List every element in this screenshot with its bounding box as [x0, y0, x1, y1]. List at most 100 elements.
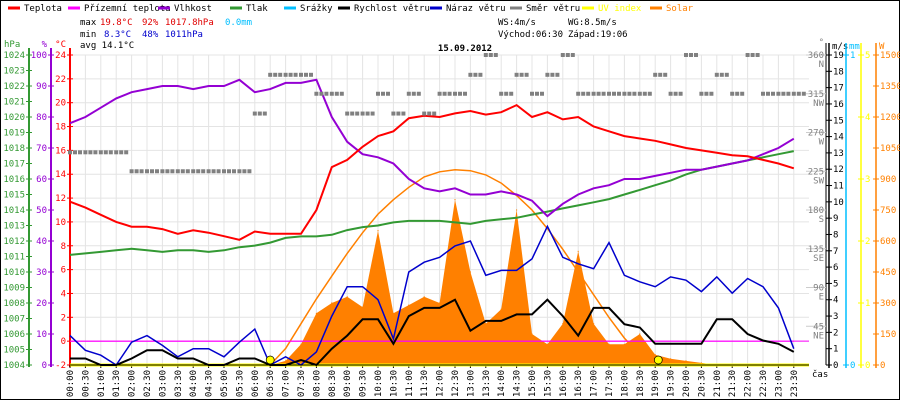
x-tick-label: 18:30 [636, 370, 646, 397]
wind-direction-point [185, 169, 190, 174]
solar-point [623, 343, 626, 345]
wind-direction-point [586, 91, 591, 96]
wind-direction-point [601, 91, 606, 96]
x-tick-label: 07:30 [297, 370, 307, 397]
wind-direction-point [658, 72, 663, 77]
wind-axis-unit: m/s [832, 42, 848, 52]
solar-point [377, 230, 379, 232]
wind-direction-point [350, 111, 355, 116]
wind-direction-point [591, 91, 596, 96]
solar-point [454, 199, 456, 201]
wind-direction-point [555, 72, 560, 77]
wind-tick-label: 13 [833, 149, 844, 159]
wind-direction-point [637, 91, 642, 96]
solar-point [392, 312, 394, 314]
wind-direction-point [447, 91, 452, 96]
wind-direction-point [293, 72, 298, 77]
hum-tick-label: 100 [31, 51, 47, 61]
hum-tick-label: 40 [36, 237, 47, 247]
press-tick-label: 1005 [3, 346, 25, 356]
wind-direction-point [355, 111, 360, 116]
x-tick-label: 05:00 [220, 370, 230, 397]
wind-direction-point [160, 169, 165, 174]
wind-direction-point [401, 111, 406, 116]
temp-tick-label: 10 [55, 218, 66, 228]
wind-direction-point [145, 169, 149, 174]
wind-direction-point [740, 91, 745, 96]
x-tick-label: 13:00 [466, 370, 476, 397]
wind-direction-point [360, 111, 365, 116]
direction-compass-label: N [819, 60, 824, 70]
wind-direction-point [576, 91, 581, 96]
wind-tick-label: 4 [833, 296, 838, 306]
wind-tick-label: 12 [833, 165, 844, 175]
wind-direction-point [165, 169, 170, 174]
solar-point [346, 296, 348, 298]
wind-direction-point [268, 72, 273, 77]
wind-direction-point [699, 91, 704, 96]
x-tick-label: 19:30 [667, 370, 677, 397]
wind-tick-label: 14 [833, 133, 844, 143]
x-tick-label: 11:00 [405, 370, 415, 397]
x-tick-label: 05:30 [235, 370, 245, 397]
wind-direction-point [406, 91, 411, 96]
stat-label: min [80, 30, 96, 40]
wind-direction-point [93, 150, 98, 155]
direction-tick-label: 180 [808, 206, 824, 216]
wind-direction-point [565, 53, 570, 57]
stat-sunset: Západ:19:06 [568, 30, 628, 40]
wind-direction-point [458, 91, 462, 96]
legend-label: Teplota [24, 4, 62, 14]
wind-direction-point [222, 169, 226, 174]
uv-tick-label: 2 [865, 237, 870, 247]
wind-tick-label: 1 [833, 345, 838, 355]
wind-direction-point [617, 91, 621, 96]
wind-direction-point [545, 72, 550, 77]
x-tick-label: 09:30 [359, 370, 369, 397]
stat-wind-gust: WG:8.5m/s [568, 18, 617, 28]
x-tick-label: 16:30 [574, 370, 584, 397]
wind-direction-point [257, 111, 262, 116]
wind-direction-point [673, 91, 678, 96]
press-tick-label: 1007 [3, 315, 25, 325]
solar-area [70, 199, 794, 365]
x-tick-label: 04:30 [205, 370, 215, 397]
wind-direction-point [550, 72, 555, 77]
solar-theoretical-line [269, 168, 656, 366]
x-tick-label: 10:00 [374, 370, 384, 397]
wind-direction-point [750, 53, 755, 57]
temp-tick-label: 4 [61, 289, 66, 299]
wind-direction-point [432, 111, 437, 116]
x-tick-label: 18:00 [620, 370, 630, 397]
solar-tick-label: 150 [880, 330, 896, 340]
wind-direction-point [519, 72, 524, 77]
wind-direction-point [319, 91, 324, 96]
wind-direction-point [488, 53, 493, 57]
wind-direction-point [427, 111, 432, 116]
solar-point [516, 209, 518, 211]
wind-direction-point [530, 91, 534, 96]
uv-tick-label: 0 [865, 361, 870, 371]
press-tick-label: 1022 [3, 82, 25, 92]
wind-direction-point [339, 91, 344, 96]
hum-tick-label: 0 [42, 361, 47, 371]
solar-point [500, 308, 502, 310]
wind-direction-point [524, 72, 529, 77]
x-tick-label: 19:00 [651, 370, 661, 397]
temp-tick-label: 2 [61, 313, 66, 323]
wind-direction-point [745, 53, 750, 57]
stat-max-humidity: 92% [142, 18, 159, 28]
wind-tick-label: 16 [833, 100, 844, 110]
x-tick-label: 00:30 [81, 370, 91, 397]
wind-direction-point [622, 91, 627, 96]
wind-direction-point [473, 72, 478, 77]
x-tick-label: 02:00 [128, 370, 138, 397]
wind-direction-point [668, 91, 673, 96]
wind-direction-point [334, 91, 339, 96]
press-tick-label: 1014 [3, 206, 25, 216]
x-tick-label: 07:00 [282, 370, 292, 397]
x-tick-label: 12:00 [436, 370, 446, 397]
press-tick-label: 1018 [3, 144, 25, 154]
wind-direction-point [463, 91, 467, 96]
wind-direction-point [781, 91, 786, 96]
